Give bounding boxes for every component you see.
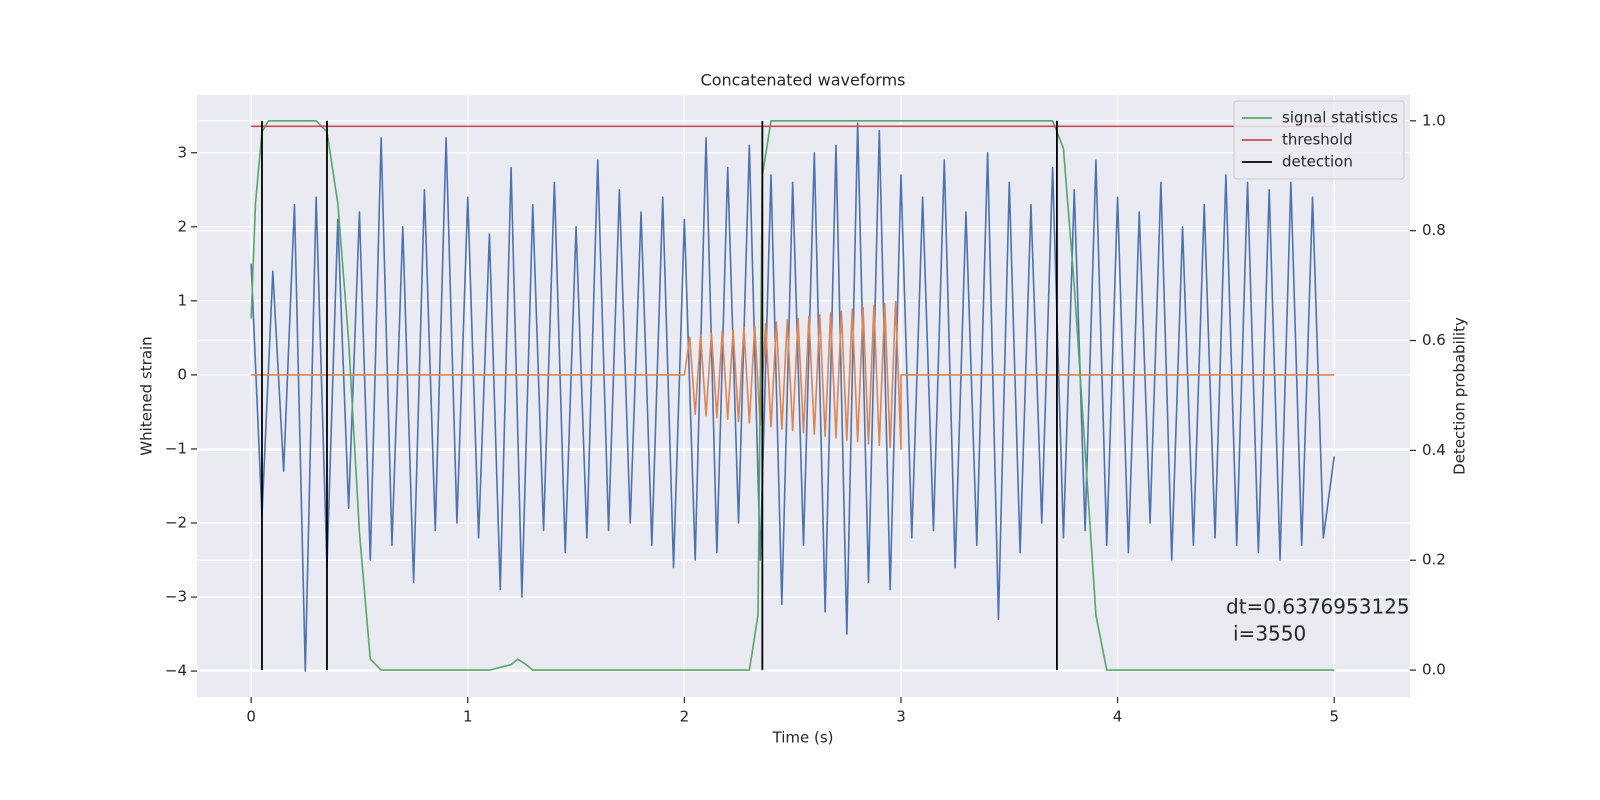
y-tick-label: −3 xyxy=(165,588,187,606)
series-line xyxy=(250,120,1335,671)
x-axis-label: Time (s) xyxy=(772,729,834,747)
annotation: dt=0.6376953125 xyxy=(1226,595,1410,619)
legend-label: signal statistics xyxy=(1282,109,1398,127)
series-line xyxy=(251,300,1335,450)
x-tick-label: 3 xyxy=(896,708,906,726)
y2-tick-label: 0.6 xyxy=(1422,331,1446,349)
y-tick-label: −2 xyxy=(165,513,187,531)
series-line xyxy=(250,122,1335,672)
y2-tick-label: 1.0 xyxy=(1422,111,1446,129)
x-tick-label: 2 xyxy=(680,708,690,726)
legend-label: detection xyxy=(1282,153,1353,171)
x-tick-label: 1 xyxy=(463,708,473,726)
y-tick-label: 0 xyxy=(177,365,187,383)
y2-tick-label: 0.2 xyxy=(1422,551,1446,569)
x-tick-label: 4 xyxy=(1113,708,1123,726)
y-tick-label: −1 xyxy=(165,439,187,457)
y2-tick-label: 0.4 xyxy=(1422,441,1446,459)
legend-label: threshold xyxy=(1282,131,1353,149)
x-tick-label: 5 xyxy=(1329,708,1339,726)
y-tick-label: 1 xyxy=(177,291,187,309)
y2-tick-label: 0.8 xyxy=(1422,221,1446,239)
annotation: i=3550 xyxy=(1233,622,1306,646)
y-tick-label: 2 xyxy=(177,217,187,235)
y2-axis-label: Detection probability xyxy=(1451,317,1469,475)
chart-title: Concatenated waveforms xyxy=(701,71,906,90)
x-tick-label: 0 xyxy=(246,708,256,726)
y-tick-label: −4 xyxy=(165,662,187,680)
y-axis-label: Whitened strain xyxy=(138,336,156,455)
legend xyxy=(1233,100,1405,180)
y2-tick-label: 0.0 xyxy=(1422,661,1446,679)
y-tick-label: 3 xyxy=(177,143,187,161)
